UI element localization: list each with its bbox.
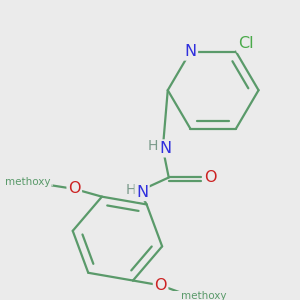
Text: N: N [160,141,172,156]
Text: O: O [154,278,167,293]
Text: methoxy: methoxy [46,184,53,186]
Text: H: H [148,140,158,154]
Text: O: O [68,182,80,196]
Text: Cl: Cl [238,36,254,51]
Text: methoxy: methoxy [181,291,227,300]
Text: methoxy: methoxy [5,177,51,187]
Text: N: N [184,44,196,59]
Text: N: N [136,184,148,200]
Text: H: H [126,183,136,197]
Text: O: O [204,170,216,185]
